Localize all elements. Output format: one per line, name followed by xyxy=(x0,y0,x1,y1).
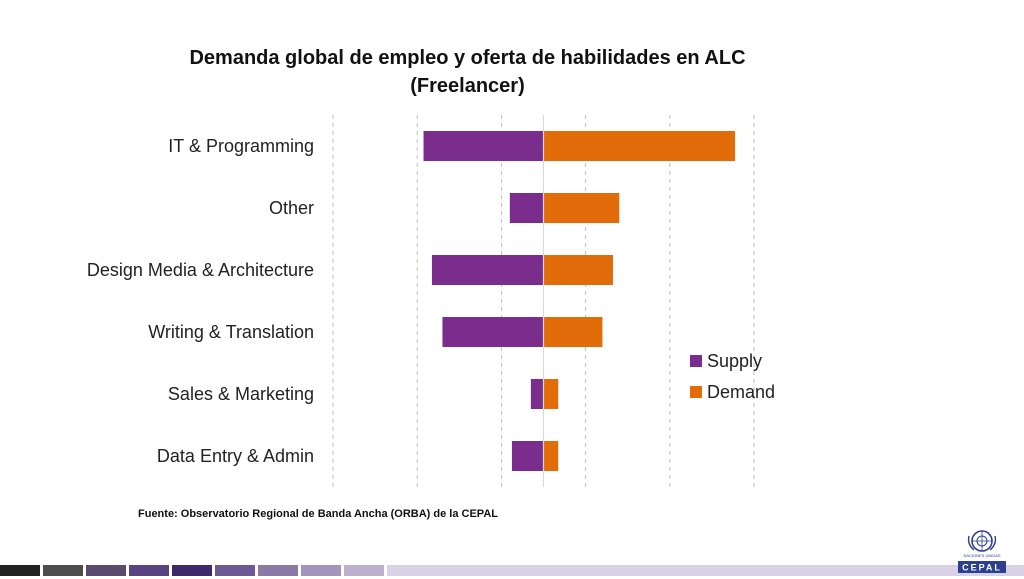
footer-block xyxy=(0,565,40,576)
footer-block xyxy=(344,565,384,576)
legend-label-demand: Demand xyxy=(707,382,775,402)
footer-block xyxy=(172,565,212,576)
chart-title: Demanda global de empleo y oferta de hab… xyxy=(0,44,935,100)
bar-demand xyxy=(543,193,620,223)
bar-supply xyxy=(530,379,544,409)
bar-supply xyxy=(423,131,544,161)
source-note: Fuente: Observatorio Regional de Banda A… xyxy=(138,508,498,520)
footer-block xyxy=(301,565,341,576)
bar-demand xyxy=(543,131,736,161)
bar-supply xyxy=(511,441,544,471)
category-label: IT & Programming xyxy=(168,136,314,156)
footer-block xyxy=(43,565,83,576)
footer-block xyxy=(258,565,298,576)
bar-supply xyxy=(442,317,544,347)
footer-block xyxy=(387,565,1024,576)
category-label: Design Media & Architecture xyxy=(87,260,314,280)
cepal-logo: NACIONES UNIDAS CEPAL xyxy=(954,528,1010,574)
category-label: Data Entry & Admin xyxy=(157,446,314,466)
bar-demand xyxy=(543,441,559,471)
bar-supply xyxy=(431,255,544,285)
category-label: Other xyxy=(269,198,314,218)
category-label: Sales & Marketing xyxy=(168,384,314,404)
footer-block xyxy=(215,565,255,576)
footer-block xyxy=(129,565,169,576)
category-label: Writing & Translation xyxy=(148,322,314,342)
un-emblem-icon xyxy=(967,530,997,552)
footer-color-strip xyxy=(0,565,1024,576)
bar-demand xyxy=(543,317,603,347)
bar-demand xyxy=(543,379,559,409)
legend-swatch-supply xyxy=(690,355,702,367)
logo-text: CEPAL xyxy=(962,563,1002,573)
logo-caption: NACIONES UNIDAS xyxy=(963,553,1000,558)
footer-block xyxy=(86,565,126,576)
chart-title-line-1: Demanda global de empleo y oferta de hab… xyxy=(189,47,746,69)
legend-label-supply: Supply xyxy=(707,351,762,371)
bar-supply xyxy=(509,193,544,223)
chart-title-line-2: (Freelancer) xyxy=(410,75,525,97)
legend-swatch-demand xyxy=(690,386,702,398)
bar-demand xyxy=(543,255,613,285)
